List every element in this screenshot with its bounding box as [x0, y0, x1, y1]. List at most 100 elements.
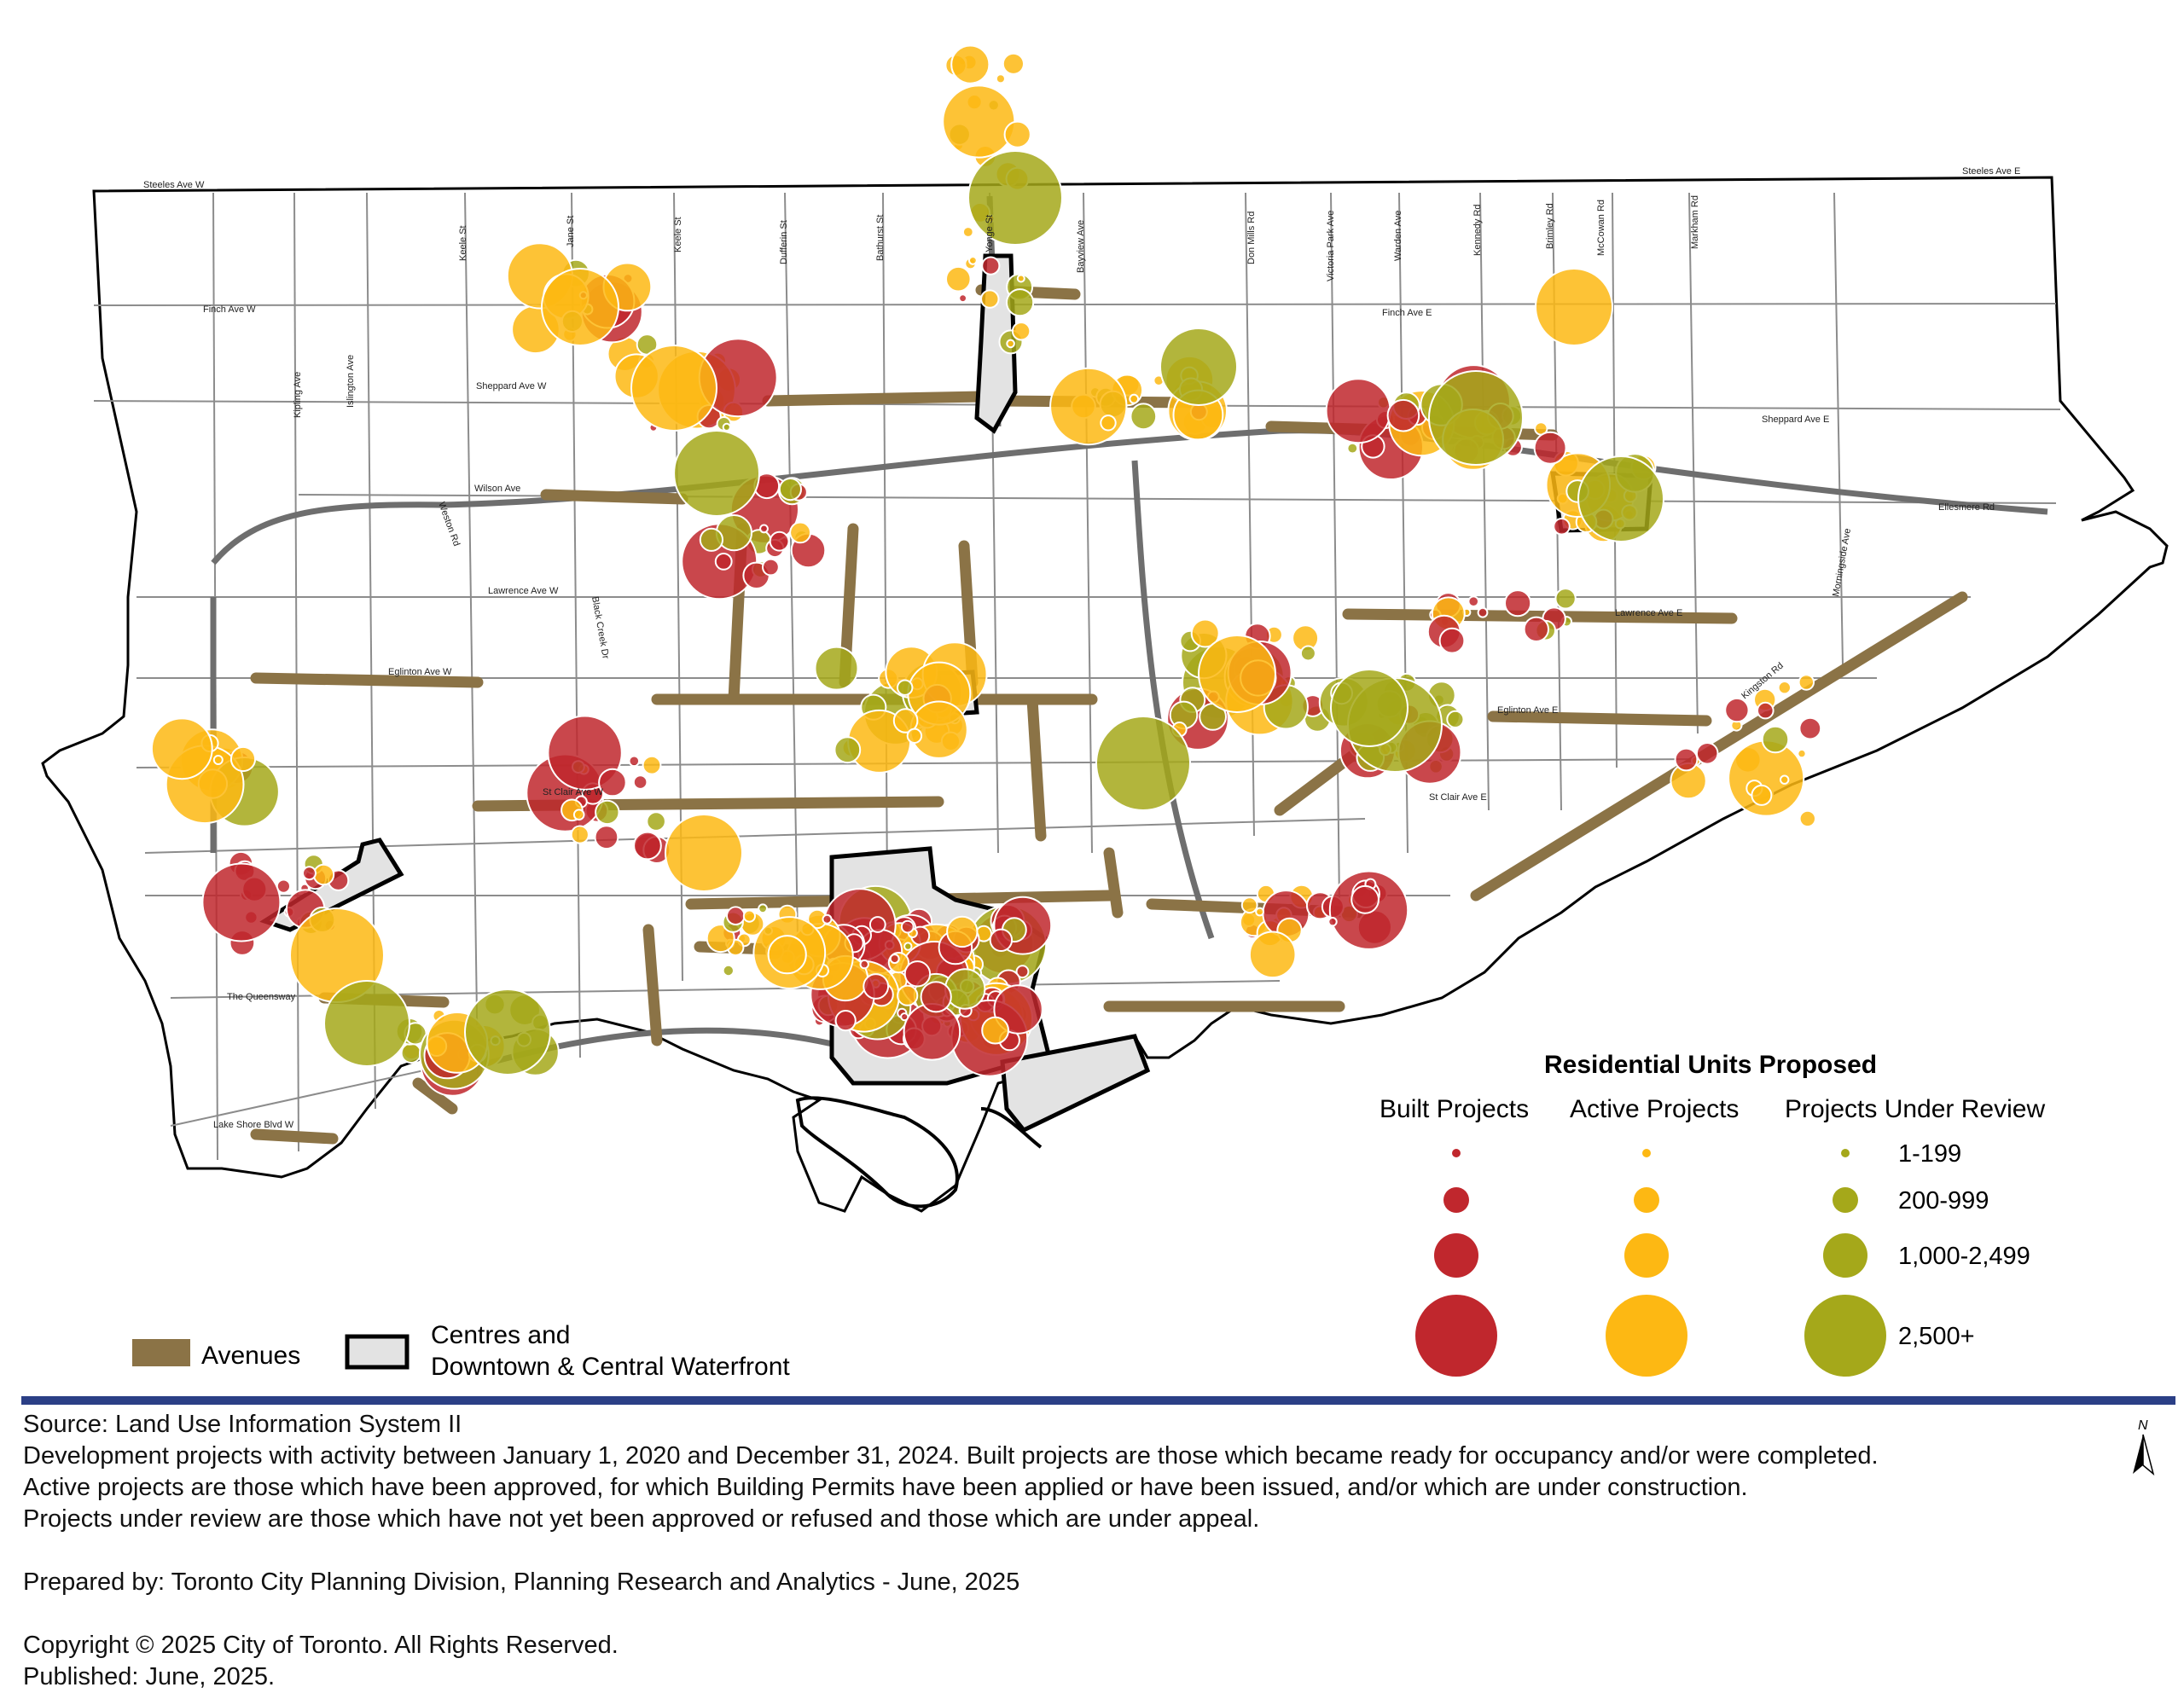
- project-dot: [863, 973, 890, 1000]
- project-dot: [834, 1010, 857, 1032]
- project-dot: [1100, 415, 1117, 432]
- project-dot: [1330, 669, 1409, 747]
- legend-avenues-swatch: [132, 1339, 190, 1366]
- project-dot: [900, 919, 915, 934]
- project-dot: [1015, 965, 1030, 979]
- road-label-victoria-park: Victoria Park Ave: [1326, 211, 1336, 281]
- project-dot: [1477, 606, 1489, 618]
- project-dot: [944, 968, 986, 1010]
- road-label-st-clair-e: St Clair Ave E: [1429, 792, 1487, 803]
- legend-active-1: [1642, 1149, 1651, 1157]
- road-label-eglinton-e: Eglinton Ave E: [1497, 705, 1558, 716]
- project-dot: [868, 916, 886, 933]
- features-legend: Avenues Centres and Downtown & Central W…: [132, 1321, 790, 1381]
- road-label-kennedy: Kennedy Rd: [1472, 204, 1483, 256]
- project-dot: [946, 915, 979, 948]
- project-dot: [1011, 322, 1031, 341]
- project-dot: [834, 736, 862, 764]
- project-dot: [1798, 809, 1817, 828]
- project-dot: [1190, 618, 1220, 648]
- project-dot: [1674, 747, 1699, 772]
- project-dot: [212, 755, 224, 765]
- project-dot: [628, 755, 641, 768]
- project-dot: [1240, 896, 1258, 914]
- project-dot: [742, 909, 757, 923]
- project-dot: [1438, 627, 1466, 654]
- project-dot: [464, 989, 551, 1076]
- legend-centres-label-2: Downtown & Central Waterfront: [431, 1353, 790, 1381]
- project-dot: [1129, 393, 1140, 404]
- project-dot: [945, 265, 972, 293]
- project-dot: [1554, 588, 1577, 610]
- road-label-mccowan: McCowan Rd: [1596, 200, 1606, 256]
- project-dot: [995, 73, 1007, 84]
- project-dot: [1553, 518, 1571, 536]
- development-projects: [150, 44, 1822, 1097]
- project-dot: [150, 717, 213, 780]
- project-dot: [903, 960, 932, 988]
- road-label-st-clair-w: St Clair Ave W: [543, 787, 603, 797]
- project-dot: [632, 774, 648, 790]
- project-dot: [1049, 367, 1128, 446]
- legend-centres-label-1: Centres and: [431, 1321, 570, 1349]
- footer-definition-2: Active projects are those which have bee…: [23, 1474, 1748, 1501]
- project-dot: [1255, 907, 1264, 917]
- legend-built-1: [1452, 1149, 1461, 1157]
- project-dot: [1724, 697, 1750, 723]
- project-dot: [722, 964, 735, 977]
- project-dot: [595, 799, 620, 826]
- project-dot: [1346, 442, 1359, 455]
- road-label-sheppard-w: Sheppard Ave W: [476, 381, 547, 391]
- project-dot: [1327, 917, 1338, 927]
- footer-definition-3: Projects under review are those which ha…: [23, 1505, 1260, 1533]
- legend-built-header: Built Projects: [1380, 1095, 1529, 1123]
- project-dot: [594, 825, 619, 850]
- project-dot: [859, 959, 869, 970]
- project-dot: [942, 84, 1016, 159]
- road-label-ellesmere: Ellesmere Rd: [1938, 502, 1995, 513]
- project-dot: [961, 226, 974, 238]
- road-label-steeles-w: Steeles Ave W: [143, 180, 205, 190]
- project-dot: [968, 256, 978, 265]
- road-label-lawrence-w: Lawrence Ave W: [488, 586, 559, 596]
- road-label-wilson: Wilson Ave: [474, 484, 520, 494]
- project-dot: [903, 942, 913, 951]
- road-label-warden: Warden Ave: [1393, 211, 1403, 261]
- project-dot: [1299, 645, 1316, 662]
- legend-title: Residential Units Proposed: [1544, 1051, 1877, 1079]
- road-labels: Steeles Ave W Steeles Ave E Finch Ave W …: [143, 166, 2020, 1130]
- project-dot: [714, 553, 733, 571]
- project-dot: [889, 954, 900, 965]
- project-dot: [980, 289, 1000, 309]
- project-dot: [769, 531, 790, 552]
- project-dot: [699, 527, 724, 552]
- units-legend: Residential Units Proposed Built Project…: [1380, 1051, 2045, 1377]
- project-dot: [1467, 595, 1479, 608]
- project-dot: [1386, 398, 1420, 432]
- project-dot: [906, 728, 923, 744]
- road-label-keele-w: Keele St: [458, 225, 468, 261]
- project-dot: [1159, 328, 1238, 406]
- project-dot: [759, 524, 769, 534]
- footer-published: Published: June, 2025.: [23, 1663, 276, 1690]
- road-label-lake-shore: Lake Shore Blvd W: [213, 1120, 294, 1130]
- project-dot: [1695, 742, 1719, 765]
- project-dot: [633, 831, 662, 861]
- project-dot: [642, 755, 662, 775]
- project-dot: [1016, 274, 1025, 283]
- legend-built-3: [1434, 1233, 1478, 1278]
- legend-range-3: 1,000-2,499: [1898, 1243, 2030, 1270]
- project-dot: [229, 745, 257, 773]
- project-dot: [950, 44, 990, 84]
- project-dot: [1751, 784, 1773, 806]
- project-dot: [822, 913, 833, 925]
- port-lands: [1000, 1034, 1151, 1133]
- footer-prepared-by: Prepared by: Toronto City Planning Divis…: [23, 1568, 1020, 1596]
- toronto-islands: [795, 1096, 1043, 1209]
- road-label-finch-w: Finch Ave W: [203, 304, 256, 315]
- project-dot: [1095, 716, 1191, 811]
- road-label-yonge: Yonge St: [985, 215, 995, 252]
- project-dot: [312, 863, 335, 886]
- project-dot: [897, 679, 914, 696]
- road-label-sheppard-e: Sheppard Ave E: [1762, 415, 1829, 425]
